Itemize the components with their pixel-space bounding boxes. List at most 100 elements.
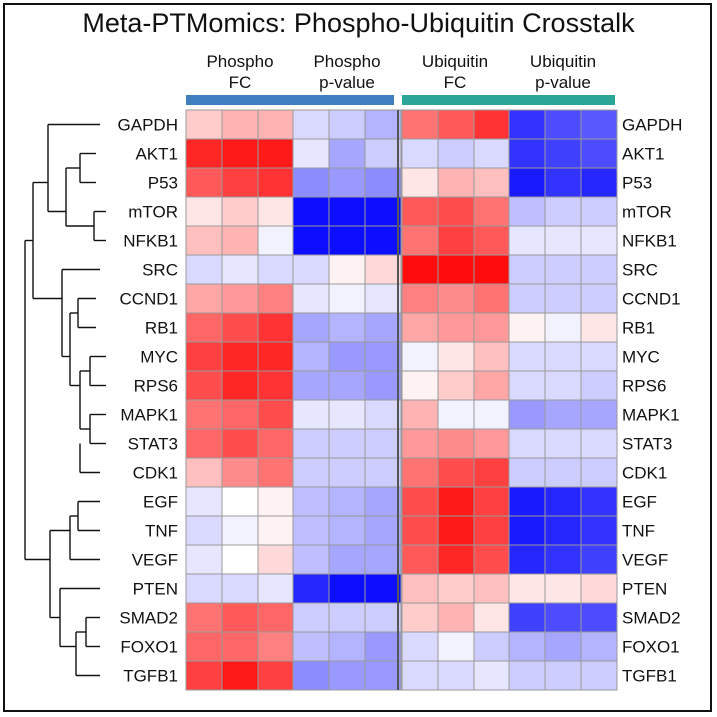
heatmap-cell — [508, 109, 546, 140]
column-label-line1: Ubiquitin — [530, 52, 596, 71]
column-label-line1: Phospho — [206, 52, 273, 71]
row-label-left: STAT3 — [128, 435, 178, 454]
heatmap-cell — [580, 254, 618, 285]
heatmap-cell — [257, 225, 295, 256]
heatmap-cell — [473, 602, 511, 633]
heatmap-cell — [508, 631, 546, 662]
row-label-right: MYC — [622, 348, 660, 367]
heatmap-cell — [257, 544, 295, 575]
heatmap-cell — [580, 573, 618, 604]
heatmap-cell — [328, 486, 366, 517]
heatmap-cell — [508, 254, 546, 285]
heatmap-cell — [580, 109, 618, 140]
heatmap-cell — [437, 225, 475, 256]
heatmap-cell — [185, 515, 223, 546]
heatmap-cell — [292, 254, 330, 285]
heatmap-cell — [401, 138, 439, 169]
heatmap-cell — [185, 312, 223, 343]
heatmap-cell — [257, 196, 295, 227]
heatmap-cell — [257, 312, 295, 343]
heatmap-cell — [328, 167, 366, 198]
heatmap-cell — [544, 544, 582, 575]
heatmap-cell — [473, 399, 511, 430]
row-label-left: MAPK1 — [120, 406, 178, 425]
heatmap-cell — [401, 167, 439, 198]
heatmap-cell — [473, 138, 511, 169]
heatmap-cell — [185, 254, 223, 285]
heatmap-cell — [508, 312, 546, 343]
heatmap-cell — [508, 515, 546, 546]
row-label-right: GAPDH — [622, 116, 682, 135]
heatmap-cell — [508, 428, 546, 459]
heatmap-cell — [580, 399, 618, 430]
heatmap-cell — [580, 428, 618, 459]
heatmap-cell — [544, 631, 582, 662]
heatmap-cell — [328, 515, 366, 546]
heatmap-cell — [328, 109, 366, 140]
heatmap-cell — [221, 428, 259, 459]
heatmap-cell — [544, 109, 582, 140]
heatmap-cell — [508, 341, 546, 372]
heatmap-cell — [401, 486, 439, 517]
heatmap-cell — [437, 312, 475, 343]
heatmap-cell — [437, 399, 475, 430]
heatmap-cell — [401, 660, 439, 691]
heatmap-cell — [580, 312, 618, 343]
heatmap-cell — [544, 167, 582, 198]
heatmap-cell — [508, 457, 546, 488]
heatmap-cell — [544, 312, 582, 343]
heatmap-cell — [257, 660, 295, 691]
row-label-left: NFKB1 — [123, 232, 178, 251]
heatmap-cell — [364, 573, 402, 604]
heatmap-cell — [364, 109, 402, 140]
heatmap-cell — [364, 428, 402, 459]
heatmap-cell — [401, 457, 439, 488]
column-label-line1: Phospho — [313, 52, 380, 71]
heatmap-cell — [364, 631, 402, 662]
heatmap-cell — [580, 602, 618, 633]
row-label-right: AKT1 — [622, 145, 665, 164]
row-label-right: mTOR — [622, 203, 672, 222]
row-label-right: PTEN — [622, 580, 667, 599]
heatmap-cell — [257, 486, 295, 517]
row-label-right: FOXO1 — [622, 638, 680, 657]
heatmap-cell — [580, 370, 618, 401]
row-label-right: EGF — [622, 493, 657, 512]
row-label-left: P53 — [148, 174, 178, 193]
heatmap-cell — [328, 225, 366, 256]
heatmap-cell — [221, 457, 259, 488]
heatmap-cell — [473, 544, 511, 575]
heatmap-cell — [364, 486, 402, 517]
heatmap-cell — [401, 283, 439, 314]
heatmap-cell — [437, 573, 475, 604]
heatmap-cell — [221, 254, 259, 285]
heatmap-cell — [401, 254, 439, 285]
heatmap-cell — [437, 341, 475, 372]
heatmap-cell — [221, 167, 259, 198]
row-label-right: RB1 — [622, 319, 655, 338]
heatmap-cell — [292, 515, 330, 546]
row-label-left: VEGF — [132, 551, 178, 570]
heatmap-cell — [473, 660, 511, 691]
heatmap-cell — [257, 283, 295, 314]
heatmap-cell — [473, 312, 511, 343]
heatmap-cell — [257, 602, 295, 633]
heatmap-cell — [364, 283, 402, 314]
heatmap-cell — [401, 544, 439, 575]
heatmap-cell — [328, 196, 366, 227]
heatmap-cell — [544, 196, 582, 227]
heatmap-cell — [437, 370, 475, 401]
column-label-line1: Ubiquitin — [422, 52, 488, 71]
heatmap-cell — [473, 631, 511, 662]
heatmap-cell — [580, 544, 618, 575]
heatmap-cell — [437, 138, 475, 169]
heatmap-cell — [185, 631, 223, 662]
heatmap-cell — [364, 341, 402, 372]
heatmap-cell — [401, 428, 439, 459]
heatmap-cell — [185, 573, 223, 604]
heatmap-cell — [221, 109, 259, 140]
row-label-left: AKT1 — [135, 145, 178, 164]
row-label-left: TGFB1 — [123, 667, 178, 686]
heatmap-cell — [292, 225, 330, 256]
